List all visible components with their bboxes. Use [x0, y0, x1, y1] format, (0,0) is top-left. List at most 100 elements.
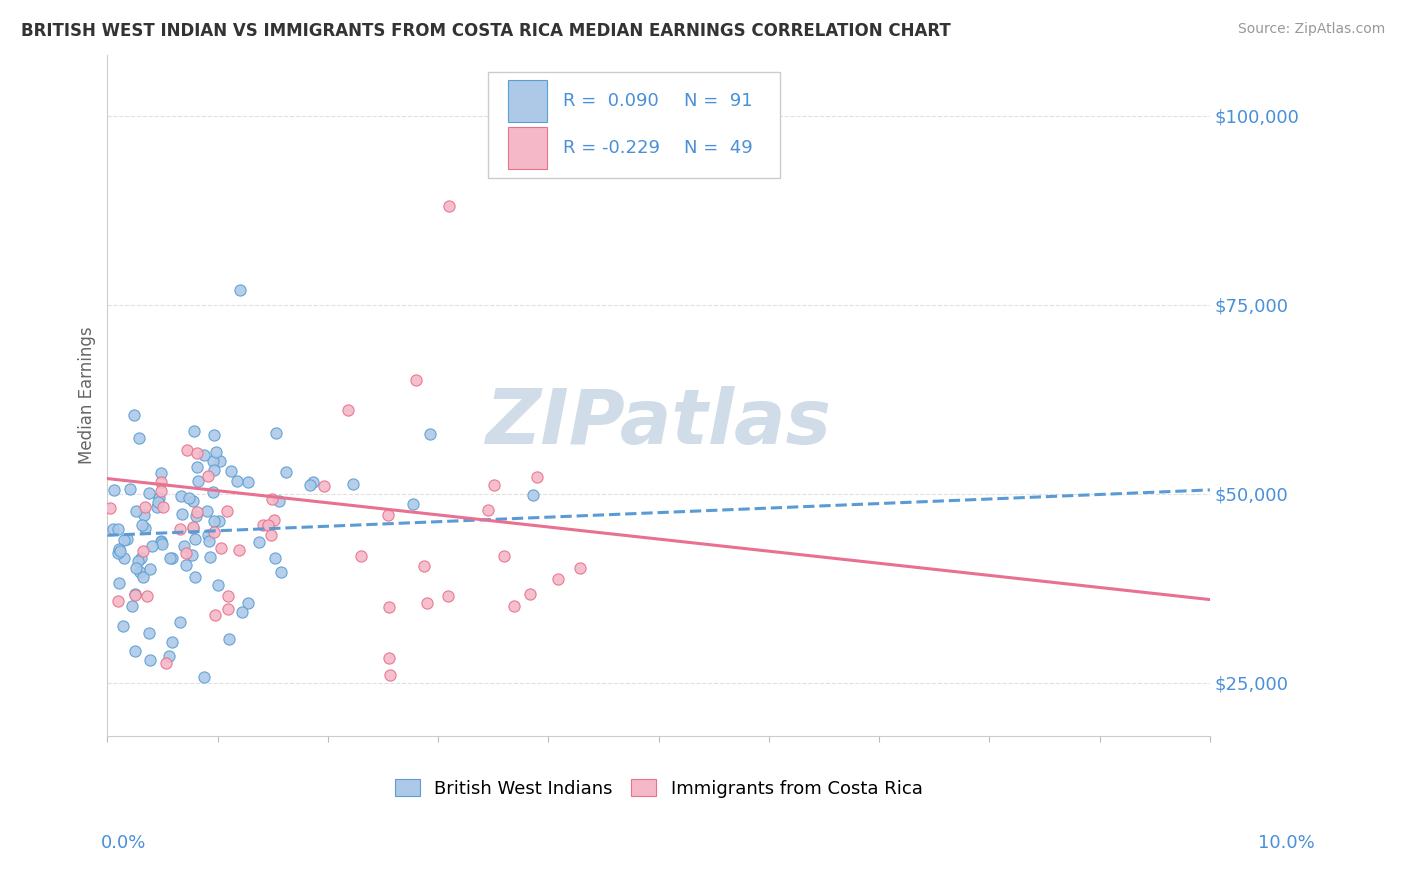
Point — [103, 483, 125, 497]
Point — [125, 504, 148, 518]
Point — [198, 534, 221, 549]
Point — [160, 635, 183, 649]
Point — [107, 542, 129, 557]
FancyBboxPatch shape — [508, 128, 547, 169]
Point — [149, 467, 172, 481]
Point — [312, 479, 335, 493]
Point — [377, 600, 399, 615]
Point — [141, 539, 163, 553]
Point — [217, 590, 239, 604]
Point — [169, 615, 191, 629]
Point — [112, 550, 135, 565]
Point — [148, 491, 170, 505]
Point — [207, 578, 229, 592]
Point — [259, 528, 281, 542]
Point — [139, 562, 162, 576]
Point — [484, 478, 506, 492]
Y-axis label: Median Earnings: Median Earnings — [79, 326, 96, 464]
Point — [134, 508, 156, 522]
Point — [201, 484, 224, 499]
Point — [124, 408, 146, 422]
Point — [502, 599, 524, 614]
Point — [100, 501, 122, 516]
Point — [269, 494, 291, 508]
Point — [437, 199, 460, 213]
Point — [107, 593, 129, 607]
Point — [101, 522, 124, 536]
Point — [183, 520, 205, 534]
Point — [264, 426, 287, 441]
Text: N =  49: N = 49 — [683, 139, 752, 157]
Point — [149, 475, 172, 490]
Point — [131, 518, 153, 533]
Point — [205, 445, 228, 459]
Point — [108, 543, 131, 558]
Text: BRITISH WEST INDIAN VS IMMIGRANTS FROM COSTA RICA MEDIAN EARNINGS CORRELATION CH: BRITISH WEST INDIAN VS IMMIGRANTS FROM C… — [21, 22, 950, 40]
Point — [124, 644, 146, 658]
Point — [547, 572, 569, 586]
Text: ZIPatlas: ZIPatlas — [485, 385, 831, 459]
Point — [150, 533, 173, 548]
Point — [270, 566, 292, 580]
Point — [129, 566, 152, 580]
Point — [494, 549, 516, 563]
Point — [342, 477, 364, 491]
Point — [132, 570, 155, 584]
Point — [107, 546, 129, 560]
Point — [159, 551, 181, 566]
Point — [176, 442, 198, 457]
Point — [336, 402, 359, 417]
Point — [176, 546, 198, 560]
Point — [117, 532, 139, 546]
Point — [252, 517, 274, 532]
Point — [202, 428, 225, 442]
Point — [412, 559, 434, 574]
Point — [200, 550, 222, 565]
Point — [276, 466, 298, 480]
Point — [238, 596, 260, 610]
Point — [159, 648, 181, 663]
Point — [132, 543, 155, 558]
Point — [526, 469, 548, 483]
Point — [127, 553, 149, 567]
Legend: British West Indians, Immigrants from Costa Rica: British West Indians, Immigrants from Co… — [388, 772, 929, 805]
Point — [107, 522, 129, 536]
Point — [218, 632, 240, 646]
Point — [197, 468, 219, 483]
Point — [419, 426, 441, 441]
Point — [477, 503, 499, 517]
Point — [146, 495, 169, 509]
Point — [177, 491, 200, 505]
Point — [204, 607, 226, 622]
Point — [231, 605, 253, 619]
Point — [170, 489, 193, 503]
Point — [174, 558, 197, 572]
Point — [186, 460, 208, 475]
Point — [114, 533, 136, 548]
Point — [111, 619, 134, 633]
FancyBboxPatch shape — [508, 79, 547, 122]
Point — [378, 651, 401, 665]
Point — [125, 560, 148, 574]
Point — [181, 521, 204, 535]
Point — [150, 537, 173, 551]
Point — [184, 509, 207, 524]
Point — [193, 448, 215, 462]
Point — [215, 504, 238, 518]
Point — [180, 548, 202, 562]
Point — [228, 283, 250, 297]
Point — [264, 550, 287, 565]
Point — [108, 576, 131, 591]
Point — [238, 475, 260, 489]
Text: 0.0%: 0.0% — [101, 834, 146, 852]
Point — [152, 500, 174, 515]
Point — [228, 543, 250, 558]
Text: Source: ZipAtlas.com: Source: ZipAtlas.com — [1237, 22, 1385, 37]
Point — [197, 504, 219, 518]
Point — [124, 588, 146, 602]
Point — [257, 517, 280, 532]
Point — [138, 486, 160, 500]
Point — [172, 507, 194, 521]
Text: N =  91: N = 91 — [683, 92, 752, 110]
Point — [263, 513, 285, 527]
